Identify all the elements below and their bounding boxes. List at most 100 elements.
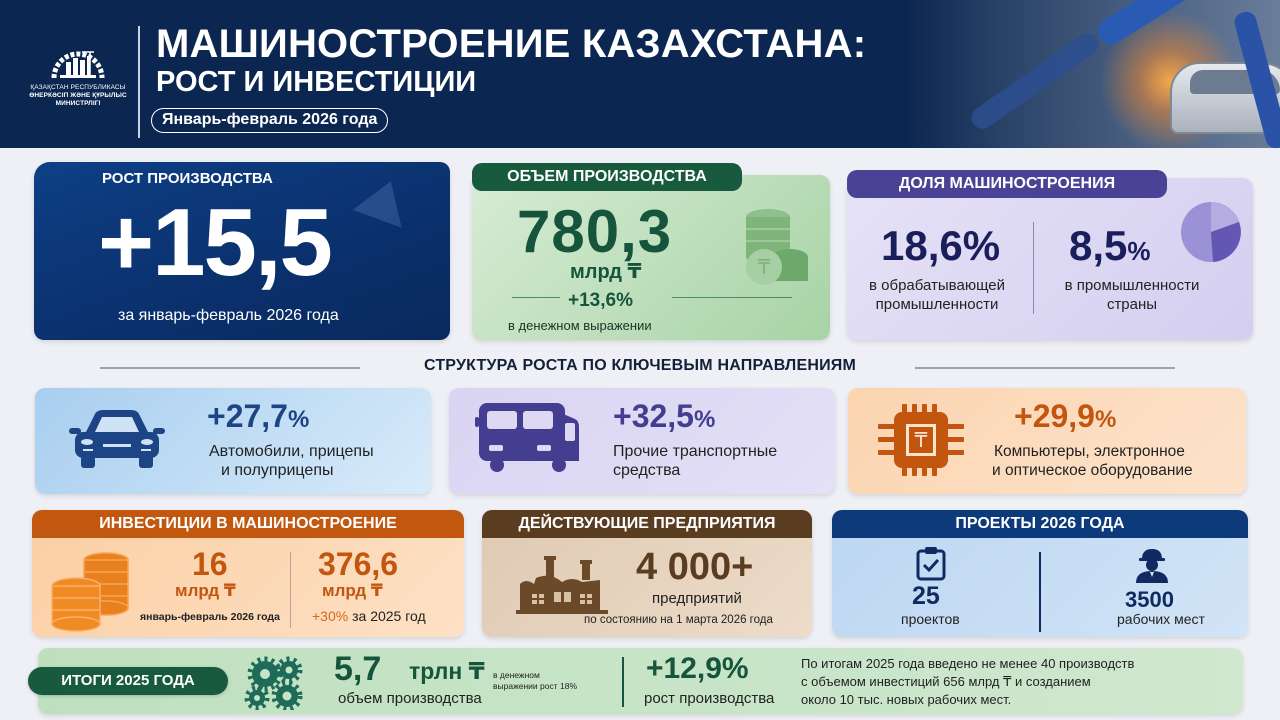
direction-transport-number: +32,5 — [613, 398, 694, 434]
ministry-logo: ҚАЗАҚСТАН РЕСПУБЛИКАСЫ ӨНЕРКӘСІП ЖӘНЕ ҚҰ… — [22, 42, 134, 108]
share-manufacturing-desc-line2: промышленности — [875, 296, 999, 313]
production-growth-label: РОСТ ПРОИЗВОДСТВА — [102, 170, 273, 187]
production-volume-card: 780,3 млрд ₸ +13,6% в денежном выражении… — [472, 175, 830, 340]
gear-factory-emblem-icon — [48, 42, 108, 80]
header-banner: ҚАЗАҚСТАН РЕСПУБЛИКАСЫ ӨНЕРКӘСІП ЖӘНЕ ҚҰ… — [0, 0, 1280, 148]
share-manufacturing-desc-line1: в обрабатывающей — [869, 277, 1005, 294]
direction-computers-number: +29,9 — [1014, 398, 1095, 434]
production-volume-value: 780,3 — [517, 198, 673, 265]
up-arrow-icon — [352, 172, 416, 228]
share-industry-percent: % — [1127, 236, 1151, 266]
share-industry-desc-line2: страны — [1106, 296, 1158, 313]
car-icon — [67, 406, 167, 468]
summary-volume-value: 5,7 — [334, 650, 382, 688]
summary-text: По итогам 2025 года введено не менее 40 … — [801, 655, 1201, 709]
direction-computers-value: +29,9% — [1014, 398, 1116, 435]
summary-volume-unit: трлн ₸ — [409, 658, 485, 684]
projects-label: ПРОЕКТЫ 2026 ГОДА — [832, 510, 1248, 538]
pie-chart-icon — [1179, 200, 1243, 264]
summary-growth-desc: рост производства — [644, 690, 775, 707]
investments-year-note-text: за 2025 год — [348, 608, 426, 624]
investments-period-unit: млрд ₸ — [175, 581, 236, 600]
enterprises-count: 4 000+ — [636, 546, 754, 588]
summary-text-line1: По итогам 2025 года введено не менее 40 … — [801, 656, 1135, 671]
direction-transport-desc: Прочие транспортные средства — [613, 442, 777, 480]
logo-text-line1: ҚАЗАҚСТАН РЕСПУБЛИКАСЫ — [30, 84, 126, 91]
factory-icon — [516, 556, 608, 616]
direction-transport-desc-line1: Прочие транспортные — [613, 443, 778, 460]
enterprises-unit: предприятий — [652, 590, 742, 607]
period-badge: Январь-февраль 2026 года — [151, 108, 389, 133]
investments-year-value: 376,6 — [318, 546, 399, 582]
divider-line — [512, 297, 560, 298]
direction-transport-desc-line2: средства — [613, 462, 681, 479]
summary-volume-note: в денежном выражении рост 18% — [493, 670, 578, 691]
vertical-divider — [622, 657, 624, 707]
direction-automobiles-desc: Автомобили, прицепы и полуприцепы — [209, 442, 374, 480]
share-industry-desc-line1: в промышленности — [1064, 277, 1200, 294]
production-volume-label: ОБЪЕМ ПРОИЗВОДСТВА — [472, 163, 742, 191]
svg-text:₸: ₸ — [758, 255, 771, 279]
summary-growth-value: +12,9% — [646, 652, 749, 685]
direction-automobiles-value: +27,7% — [207, 398, 309, 435]
production-volume-unit: млрд ₸ — [570, 261, 642, 283]
production-volume-change: +13,6% — [568, 290, 633, 311]
direction-computers-percent: % — [1094, 406, 1117, 433]
enterprises-label: ДЕЙСТВУЮЩИЕ ПРЕДПРИЯТИЯ — [482, 510, 812, 538]
vertical-divider — [1033, 222, 1034, 314]
svg-text:₸: ₸ — [915, 428, 928, 452]
structure-section-title: СТРУКТУРА РОСТА ПО КЛЮЧЕВЫМ НАПРАВЛЕНИЯМ — [423, 357, 857, 374]
summary-2025-strip: 5,7 трлн ₸ объем производства в денежном… — [38, 648, 1243, 714]
production-growth-card: РОСТ ПРОИЗВОДСТВА +15,5 за январь-феврал… — [34, 162, 450, 340]
production-growth-value: +15,5 — [98, 189, 333, 296]
machinery-share-card: 18,6% в обрабатывающей промышленности 8,… — [847, 178, 1253, 340]
machinery-share-label: ДОЛЯ МАШИНОСТРОЕНИЯ — [847, 170, 1167, 198]
investments-growth-percent: +30% — [312, 608, 349, 624]
production-growth-period: за январь-февраль 2026 года — [118, 307, 339, 324]
vertical-divider — [290, 552, 291, 628]
enterprises-date-note: по состоянию на 1 марта 2026 года — [584, 614, 773, 626]
logo-text-line2: ӨНЕРКӘСІП ЖӘНЕ ҚҰРЫЛЫС — [29, 92, 127, 99]
chip-icon: ₸ — [878, 404, 964, 476]
production-volume-note: в денежном выражении — [508, 318, 652, 333]
direction-computers-desc-line1: Компьютеры, электронное — [994, 443, 1185, 460]
gears-icon — [243, 654, 305, 712]
direction-computers-desc-line2: и оптическое оборудование — [992, 462, 1193, 479]
page-subtitle: РОСТ И ИНВЕСТИЦИИ — [156, 66, 477, 98]
coins-icon: ₸ — [734, 205, 814, 295]
clipboard-check-icon — [916, 547, 946, 581]
direction-card-automobiles: +27,7% Автомобили, прицепы и полуприцепы — [35, 388, 431, 494]
direction-card-computers: ₸ +29,9% Компьютеры, электронное и оптич… — [848, 388, 1246, 494]
share-manufacturing-desc: в обрабатывающей промышленности — [857, 276, 1017, 314]
coin-stack-icon — [50, 552, 132, 632]
investments-year-note: +30% за 2025 год — [312, 608, 426, 624]
summary-volume-desc: объем производства — [338, 690, 482, 707]
direction-computers-desc: Компьютеры, электронное и оптическое обо… — [992, 442, 1193, 480]
logo-text-line3: МИНИСТРЛІГІ — [55, 100, 101, 107]
direction-transport-value: +32,5% — [613, 398, 715, 435]
direction-automobiles-desc-line1: Автомобили, прицепы — [209, 443, 374, 460]
projects-count: 25 — [912, 582, 940, 610]
header-divider — [138, 26, 140, 138]
jobs-count: 3500 — [1125, 587, 1174, 612]
summary-2025-label: ИТОГИ 2025 ГОДА — [28, 667, 228, 695]
robot-arm-illustration — [780, 0, 1280, 148]
direction-automobiles-desc-line2: и полуприцепы — [221, 462, 334, 479]
section-divider-right — [915, 367, 1175, 369]
investments-year-unit: млрд ₸ — [322, 581, 383, 600]
page-title: МАШИНОСТРОЕНИЕ КАЗАХСТАНА: — [156, 22, 867, 66]
jobs-count-desc: рабочих мест — [1117, 611, 1205, 627]
divider-line — [672, 297, 792, 298]
projects-count-desc: проектов — [901, 611, 960, 627]
direction-automobiles-number: +27,7 — [207, 398, 288, 434]
worker-helmet-icon — [1132, 547, 1172, 583]
share-industry-value: 8,5% — [1069, 222, 1151, 270]
share-industry-desc: в промышленности страны — [1047, 276, 1217, 314]
summary-text-line2: с объемом инвестиций 656 млрд ₸ и создан… — [801, 674, 1091, 689]
investments-label: ИНВЕСТИЦИИ В МАШИНОСТРОЕНИЕ — [32, 510, 464, 538]
direction-automobiles-percent: % — [287, 406, 310, 433]
investments-period-value: 16 — [192, 546, 228, 582]
share-manufacturing-value: 18,6% — [881, 222, 1001, 269]
summary-text-line3: около 10 тыс. новых рабочих мест. — [801, 692, 1012, 707]
direction-card-transport: +32,5% Прочие транспортные средства — [449, 388, 835, 494]
